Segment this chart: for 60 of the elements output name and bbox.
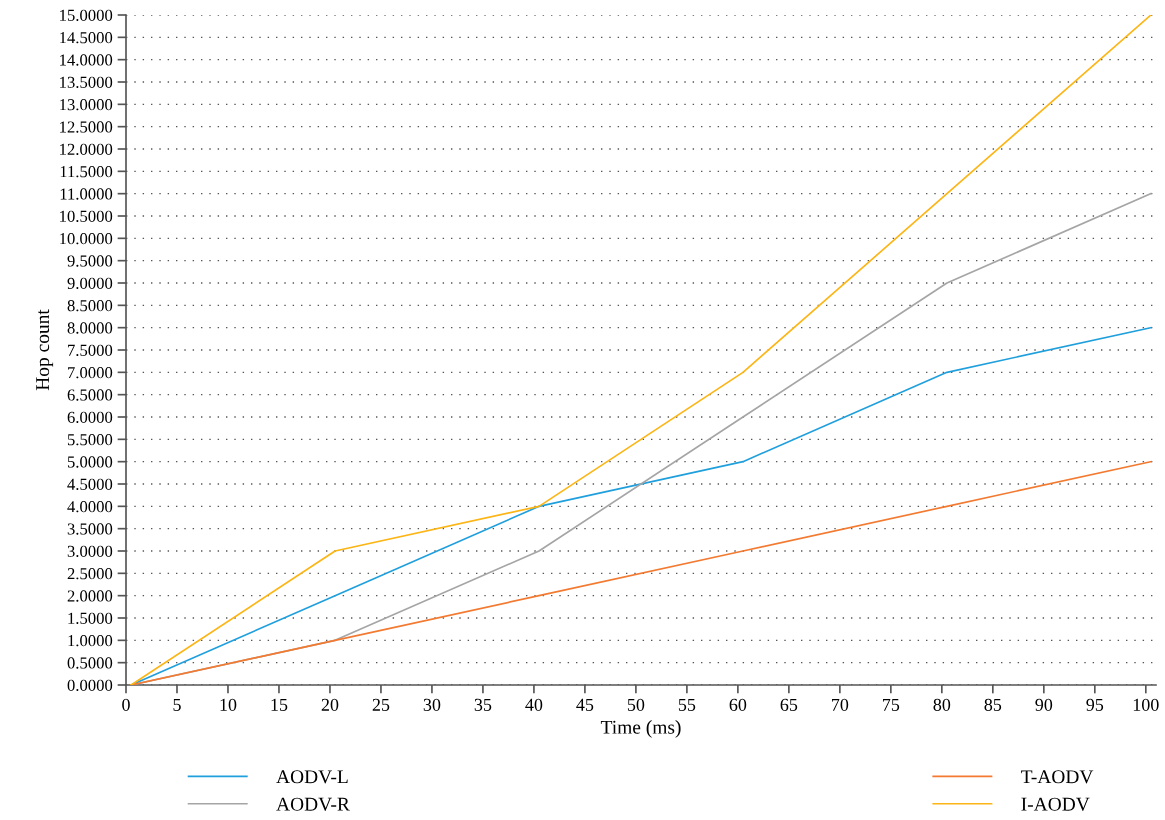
x-tick-label: 20 bbox=[321, 698, 339, 711]
legend-label: I-AODV bbox=[1021, 797, 1090, 811]
x-tick-label: 95 bbox=[1086, 698, 1104, 711]
y-tick-label: 10.5000 bbox=[60, 210, 113, 223]
y-tick-label: 13.0000 bbox=[60, 99, 113, 111]
y-tick-label: 15.0000 bbox=[60, 9, 113, 22]
x-tick-label: 25 bbox=[372, 698, 390, 711]
legend-label: AODV-L bbox=[276, 770, 348, 784]
y-tick-label: 9.0000 bbox=[67, 277, 113, 290]
x-tick-label: 35 bbox=[474, 698, 492, 711]
x-tick-label: 70 bbox=[832, 698, 849, 711]
legend-label: T-AODV bbox=[1021, 770, 1094, 784]
y-tick-label: 5.0000 bbox=[67, 456, 113, 468]
x-tick-label: 50 bbox=[627, 698, 645, 711]
x-tick-label: 45 bbox=[576, 698, 594, 711]
x-tick-label: 65 bbox=[780, 698, 798, 711]
y-tick-label: 10.0000 bbox=[60, 233, 113, 245]
x-tick-label: 100 bbox=[1133, 698, 1159, 711]
x-tick-label: 90 bbox=[1035, 698, 1053, 711]
y-tick-label: 14.0000 bbox=[60, 54, 113, 66]
x-tick-label: 40 bbox=[525, 698, 543, 711]
x-tick-label: 0 bbox=[122, 698, 130, 711]
line-series bbox=[130, 15, 1152, 685]
y-tick-label: 4.5000 bbox=[67, 478, 113, 491]
y-tick-label: 14.5000 bbox=[60, 32, 113, 44]
y-axis-title: Hop count bbox=[36, 309, 54, 391]
y-tick-label: 8.5000 bbox=[67, 300, 113, 312]
y-tick-label: 0.0000 bbox=[67, 679, 113, 692]
y-tick-label: 7.0000 bbox=[68, 367, 113, 379]
y-tick-label: 6.0000 bbox=[67, 411, 113, 424]
x-tick-label: 85 bbox=[984, 698, 1002, 711]
x-tick-label: 80 bbox=[933, 698, 951, 711]
y-tick-label: 12.5000 bbox=[60, 121, 113, 133]
y-tick-label: 6.5000 bbox=[67, 389, 113, 401]
x-tick-label: 10 bbox=[220, 698, 237, 711]
line-series bbox=[130, 460, 1152, 685]
y-tick-label: 3.0000 bbox=[67, 545, 113, 558]
legend-label: AODV-R bbox=[276, 797, 350, 811]
y-tick-label: 2.0000 bbox=[67, 590, 113, 602]
x-tick-label: 5 bbox=[173, 698, 181, 711]
x-tick-label: 55 bbox=[678, 698, 696, 711]
y-tick-label: 2.5000 bbox=[67, 568, 113, 580]
y-tick-label: 4.0000 bbox=[67, 501, 113, 513]
y-tick-label: 12.0000 bbox=[60, 143, 113, 156]
y-tick-label: 0.5000 bbox=[67, 657, 113, 669]
y-tick-label: 7.5000 bbox=[68, 344, 113, 357]
y-tick-label: 9.5000 bbox=[67, 255, 113, 267]
x-tick-label: 60 bbox=[729, 698, 747, 711]
x-tick-label: 15 bbox=[271, 698, 288, 711]
y-tick-label: 8.0000 bbox=[67, 322, 113, 334]
x-axis-title: Time (ms) bbox=[600, 720, 681, 738]
y-tick-label: 3.5000 bbox=[67, 523, 113, 535]
x-tick-label: 30 bbox=[423, 698, 441, 711]
y-tick-label: 1.0000 bbox=[68, 635, 113, 647]
y-tick-label: 1.5000 bbox=[68, 612, 113, 625]
y-tick-label: 11.0000 bbox=[60, 188, 113, 200]
y-tick-label: 5.5000 bbox=[67, 434, 113, 446]
x-tick-label: 75 bbox=[883, 698, 900, 711]
y-tick-label: 13.5000 bbox=[60, 76, 113, 89]
y-tick-label: 11.5000 bbox=[60, 166, 113, 178]
